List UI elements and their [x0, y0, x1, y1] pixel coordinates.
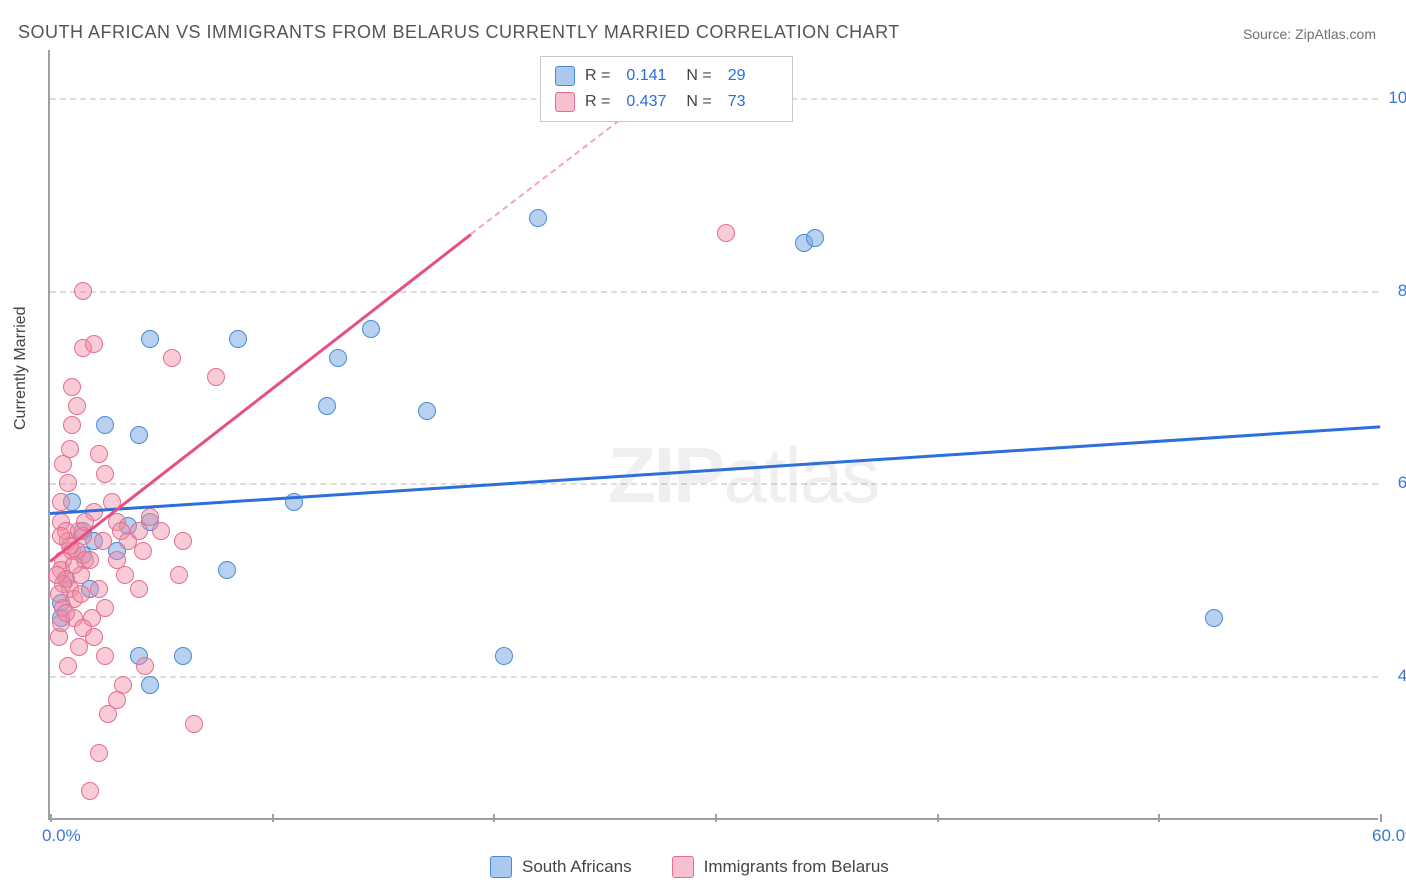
correlation-legend: R = 0.141 N = 29 R = 0.437 N = 73 — [540, 56, 793, 122]
data-point — [218, 561, 236, 579]
trend-line — [49, 233, 472, 563]
data-point — [96, 647, 114, 665]
data-point — [141, 676, 159, 694]
data-point — [116, 566, 134, 584]
data-point — [63, 416, 81, 434]
legend-n-value: 73 — [728, 93, 778, 111]
data-point — [136, 657, 154, 675]
data-point — [495, 647, 513, 665]
data-point — [207, 368, 225, 386]
data-point — [141, 330, 159, 348]
data-point — [63, 378, 81, 396]
source-label: Source: ZipAtlas.com — [1243, 26, 1376, 42]
data-point — [362, 320, 380, 338]
legend-swatch — [672, 856, 694, 878]
y-tick-label: 40.0% — [1398, 666, 1406, 686]
data-point — [185, 715, 203, 733]
data-point — [174, 647, 192, 665]
x-tick — [1380, 814, 1382, 822]
data-point — [99, 705, 117, 723]
plot-region: 40.0%60.0%80.0%100.0%0.0%60.0% — [48, 50, 1378, 820]
y-tick-label: 100.0% — [1388, 88, 1406, 108]
trend-line — [50, 425, 1380, 515]
data-point — [65, 556, 83, 574]
data-point — [96, 465, 114, 483]
legend-r-label: R = — [585, 93, 610, 111]
legend-label: Immigrants from Belarus — [704, 857, 889, 877]
data-point — [90, 580, 108, 598]
data-point — [174, 532, 192, 550]
x-tick — [715, 814, 717, 822]
data-point — [59, 657, 77, 675]
data-point — [152, 522, 170, 540]
legend-item: Immigrants from Belarus — [672, 856, 889, 878]
legend-item: South Africans — [490, 856, 632, 878]
data-point — [90, 744, 108, 762]
data-point — [57, 604, 75, 622]
data-point — [529, 209, 547, 227]
y-tick-label: 80.0% — [1398, 281, 1406, 301]
x-tick-label: 60.0% — [1372, 826, 1406, 846]
data-point — [70, 638, 88, 656]
x-tick-label: 0.0% — [42, 826, 81, 846]
legend-row: R = 0.141 N = 29 — [555, 63, 778, 89]
data-point — [96, 416, 114, 434]
data-point — [74, 282, 92, 300]
data-point — [134, 542, 152, 560]
y-axis-label: Currently Married — [12, 306, 30, 430]
legend-row: R = 0.437 N = 73 — [555, 89, 778, 115]
data-point — [61, 440, 79, 458]
data-point — [81, 551, 99, 569]
data-point — [170, 566, 188, 584]
x-tick — [1158, 814, 1160, 822]
chart-area: 40.0%60.0%80.0%100.0%0.0%60.0% ZIPatlas — [48, 50, 1378, 820]
data-point — [130, 426, 148, 444]
data-point — [81, 782, 99, 800]
chart-title: SOUTH AFRICAN VS IMMIGRANTS FROM BELARUS… — [18, 22, 900, 43]
data-point — [329, 349, 347, 367]
gridline — [50, 483, 1378, 485]
x-tick — [937, 814, 939, 822]
legend-n-value: 29 — [728, 67, 778, 85]
series-legend: South Africans Immigrants from Belarus — [490, 856, 889, 878]
legend-n-label: N = — [686, 67, 711, 85]
data-point — [48, 566, 66, 584]
data-point — [94, 532, 112, 550]
data-point — [717, 224, 735, 242]
data-point — [68, 397, 86, 415]
data-point — [130, 580, 148, 598]
x-tick — [272, 814, 274, 822]
data-point — [52, 527, 70, 545]
legend-r-value: 0.141 — [626, 67, 676, 85]
legend-r-label: R = — [585, 67, 610, 85]
data-point — [418, 402, 436, 420]
data-point — [59, 474, 77, 492]
legend-swatch — [490, 856, 512, 878]
data-point — [229, 330, 247, 348]
x-tick — [50, 814, 52, 822]
data-point — [85, 335, 103, 353]
data-point — [163, 349, 181, 367]
data-point — [50, 585, 68, 603]
data-point — [1205, 609, 1223, 627]
legend-swatch — [555, 66, 575, 86]
data-point — [90, 445, 108, 463]
x-tick — [493, 814, 495, 822]
gridline — [50, 291, 1378, 293]
legend-label: South Africans — [522, 857, 632, 877]
legend-n-label: N = — [686, 93, 711, 111]
data-point — [806, 229, 824, 247]
y-tick-label: 60.0% — [1398, 473, 1406, 493]
data-point — [72, 585, 90, 603]
data-point — [318, 397, 336, 415]
legend-r-value: 0.437 — [626, 93, 676, 111]
legend-swatch — [555, 92, 575, 112]
data-point — [52, 493, 70, 511]
data-point — [74, 619, 92, 637]
gridline — [50, 676, 1378, 678]
